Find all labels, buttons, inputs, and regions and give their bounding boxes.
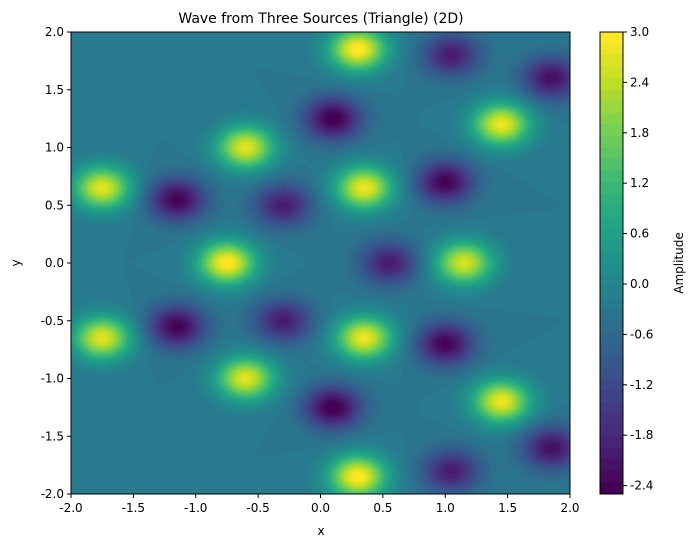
colorbar-tick-label: -1.2: [630, 378, 653, 392]
x-tick-label: 1.0: [436, 501, 455, 515]
colorbar-frame: [599, 31, 624, 495]
x-axis: -2.0 -1.5 -1.0 -0.5 0.0 0.5 1.0 1.5 2.0: [59, 494, 580, 515]
y-axis-label: y: [9, 259, 23, 266]
x-axis-label: x: [317, 524, 324, 538]
colorbar-tick-label: 0.0: [630, 277, 649, 291]
y-tick-label: 0.5: [45, 198, 64, 212]
colorbar-ticks: -2.4 -1.8 -1.2 -0.6 0.0 0.6 1.2 1.8 2.4 3.0: [623, 25, 653, 493]
colorbar-tick-label: 0.6: [630, 227, 649, 241]
x-tick-label: 0.5: [373, 501, 392, 515]
x-tick-label: 2.0: [560, 501, 579, 515]
colorbar-tick-label: 2.4: [630, 75, 649, 89]
y-tick-label: -1.5: [41, 429, 64, 443]
colorbar-tick-label: 3.0: [630, 25, 649, 39]
y-tick-label: 1.5: [45, 83, 64, 97]
contour-field: [71, 32, 570, 494]
x-tick-label: -0.5: [246, 501, 269, 515]
y-tick-label: 2.0: [45, 25, 64, 39]
y-tick-label: 0.0: [45, 256, 64, 270]
x-tick-label: -2.0: [59, 501, 82, 515]
colorbar-tick-label: 1.2: [630, 176, 649, 190]
chart-title: Wave from Three Sources (Triangle) (2D): [178, 11, 463, 27]
colorbar-tick-label: -2.4: [630, 479, 653, 493]
y-axis: -2.0 -1.5 -1.0 -0.5 0.0 0.5 1.0 1.5 2.0: [41, 25, 71, 501]
y-tick-label: -0.5: [41, 314, 64, 328]
plot-area: [70, 31, 571, 495]
colorbar: -2.4 -1.8 -1.2 -0.6 0.0 0.6 1.2 1.8 2.4 3.0 Ampli…: [599, 25, 686, 495]
colorbar-tick-label: 1.8: [630, 126, 649, 140]
x-tick-label: 0.0: [311, 501, 330, 515]
y-tick-label: 1.0: [45, 141, 64, 155]
y-tick-label: -1.0: [41, 372, 64, 386]
x-tick-label: 1.5: [498, 501, 517, 515]
colorbar-gradient: [600, 32, 623, 494]
y-tick-label: -2.0: [41, 487, 64, 501]
x-tick-label: -1.5: [122, 501, 145, 515]
colorbar-tick-label: -1.8: [630, 428, 653, 442]
colorbar-tick-label: -0.6: [630, 327, 653, 341]
colorbar-label: Amplitude: [672, 232, 686, 294]
x-tick-label: -1.0: [184, 501, 207, 515]
